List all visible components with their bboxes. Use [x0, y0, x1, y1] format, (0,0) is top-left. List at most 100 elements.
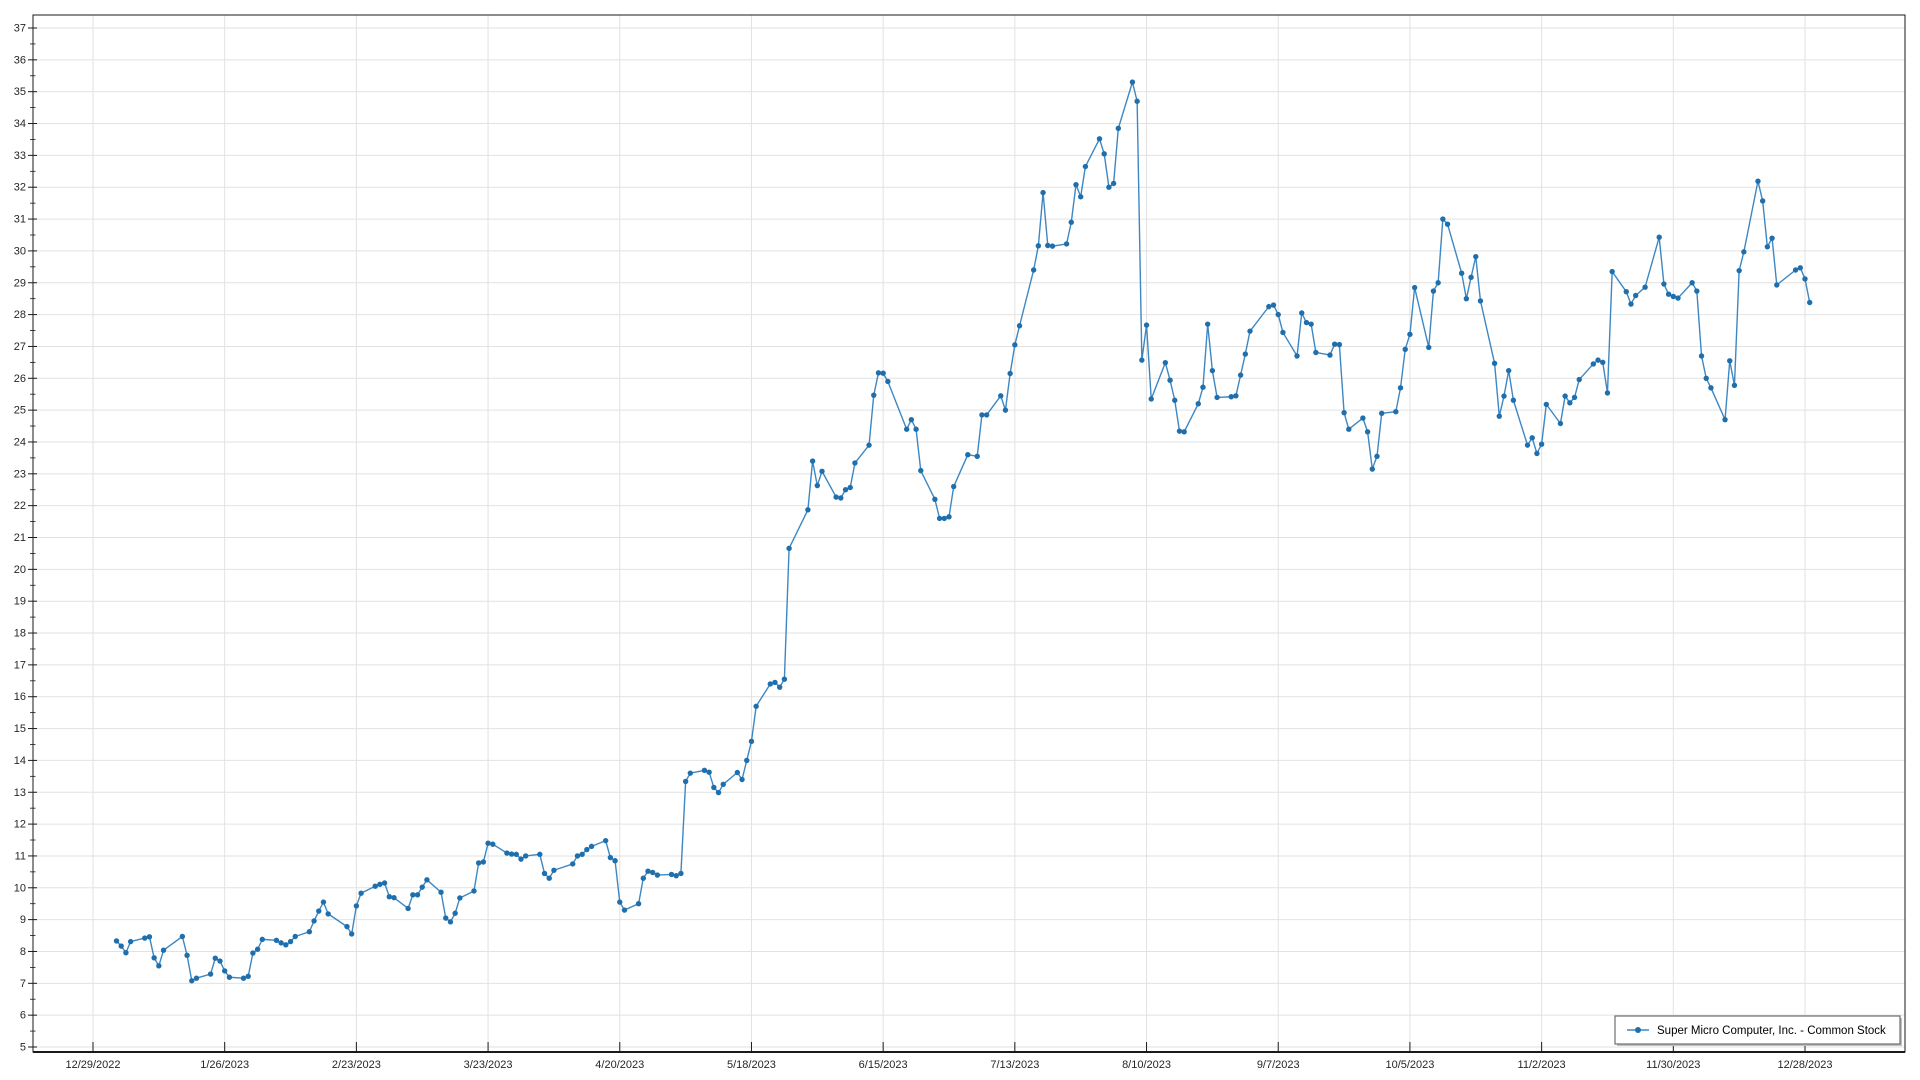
data-point-marker	[951, 483, 957, 490]
y-axis-tick-label: 7	[20, 978, 26, 990]
data-point-marker	[1435, 280, 1441, 286]
y-axis-tick-label: 21	[14, 532, 26, 544]
data-point-marker	[1524, 442, 1531, 448]
data-point-marker	[348, 931, 355, 937]
x-axis-tick-label: 4/20/2023	[595, 1059, 644, 1071]
data-point-marker	[880, 370, 886, 376]
data-point-marker	[584, 846, 590, 853]
data-point-marker	[142, 935, 148, 941]
data-point-marker	[1675, 295, 1681, 301]
data-point-marker	[419, 884, 425, 890]
y-axis-tick-label: 30	[14, 245, 26, 257]
y-axis-tick-label: 34	[14, 118, 26, 130]
data-point-marker	[1510, 397, 1517, 403]
data-point-marker	[1063, 241, 1070, 247]
data-point-marker	[579, 851, 585, 858]
data-point-marker	[814, 482, 821, 489]
data-point-marker	[1106, 184, 1112, 190]
data-point-marker	[1364, 429, 1371, 435]
data-point-marker	[711, 784, 717, 791]
data-point-marker	[1670, 293, 1677, 300]
data-point-marker	[1214, 394, 1220, 401]
data-point-marker	[1313, 349, 1319, 356]
data-point-marker	[932, 496, 938, 502]
y-axis-tick-label: 28	[14, 309, 26, 321]
data-point-marker	[748, 738, 755, 744]
data-point-marker	[1162, 359, 1169, 366]
legend-series-label: Super Micro Computer, Inc. - Common Stoc…	[1657, 1025, 1886, 1037]
y-axis-tick-label: 13	[14, 787, 26, 799]
data-point-marker	[292, 933, 298, 940]
data-point-marker	[344, 923, 350, 930]
data-point-marker	[1101, 151, 1107, 157]
y-axis-tick-label: 23	[14, 468, 26, 480]
data-point-marker	[1228, 394, 1234, 400]
data-point-marker	[447, 919, 454, 925]
data-point-marker	[1458, 270, 1465, 276]
data-point-marker	[1040, 189, 1046, 196]
data-point-marker	[1374, 453, 1380, 459]
data-point-marker	[226, 974, 233, 980]
legend-box	[1614, 1015, 1901, 1045]
data-point-marker	[776, 684, 783, 690]
data-point-marker	[490, 841, 496, 847]
data-point-marker	[475, 860, 482, 866]
data-point-marker	[283, 942, 289, 948]
data-point-marker	[1096, 136, 1103, 142]
data-point-marker	[424, 877, 430, 883]
data-point-marker	[259, 936, 266, 943]
data-point-marker	[443, 915, 449, 921]
data-point-marker	[287, 938, 294, 945]
data-point-marker	[1007, 370, 1013, 377]
data-point-marker	[189, 978, 195, 984]
data-point-marker	[1468, 274, 1474, 281]
data-point-marker	[1576, 376, 1582, 383]
data-point-marker	[1237, 372, 1244, 378]
data-point-marker	[649, 869, 656, 876]
data-point-marker	[377, 881, 383, 887]
data-point-marker	[245, 973, 251, 980]
data-point-marker	[842, 487, 849, 493]
data-point-marker	[278, 940, 284, 946]
data-point-marker	[1308, 321, 1314, 327]
data-point-marker	[852, 460, 858, 466]
data-point-marker	[1181, 429, 1187, 435]
data-point-marker	[1426, 344, 1432, 351]
data-point-marker	[311, 918, 317, 924]
data-point-marker	[1628, 301, 1634, 307]
data-point-marker	[457, 895, 463, 901]
data-point-marker	[1247, 328, 1253, 334]
data-point-marker	[885, 378, 891, 385]
data-point-marker	[1411, 284, 1418, 291]
data-point-marker	[1703, 375, 1709, 381]
data-point-marker	[621, 907, 628, 913]
data-point-marker	[1538, 441, 1545, 447]
data-point-marker	[1694, 288, 1700, 294]
data-point-marker	[833, 494, 839, 500]
data-point-marker	[1035, 243, 1042, 249]
data-point-marker	[1068, 219, 1074, 225]
data-point-marker	[1148, 396, 1154, 402]
data-point-marker	[1496, 413, 1502, 419]
data-point-marker	[847, 484, 853, 491]
data-point-marker	[1270, 302, 1277, 308]
data-point-marker	[1200, 384, 1206, 390]
x-axis-tick-label: 9/7/2023	[1257, 1059, 1300, 1071]
data-point-marker	[1477, 298, 1484, 304]
data-point-marker	[668, 871, 675, 878]
data-point-marker	[1656, 234, 1662, 240]
data-point-marker	[1016, 323, 1023, 329]
y-axis-tick-label: 31	[14, 214, 26, 226]
data-point-marker	[612, 858, 618, 864]
data-point-marker	[325, 911, 331, 917]
data-point-marker	[645, 868, 651, 874]
data-point-marker	[480, 859, 487, 865]
data-point-marker	[1708, 385, 1714, 391]
data-point-marker	[1073, 181, 1079, 188]
data-point-marker	[221, 968, 228, 974]
data-point-marker	[1491, 360, 1498, 367]
data-point-marker	[1661, 281, 1667, 287]
data-point-marker	[1209, 367, 1216, 374]
y-axis-tick-label: 32	[14, 182, 26, 194]
